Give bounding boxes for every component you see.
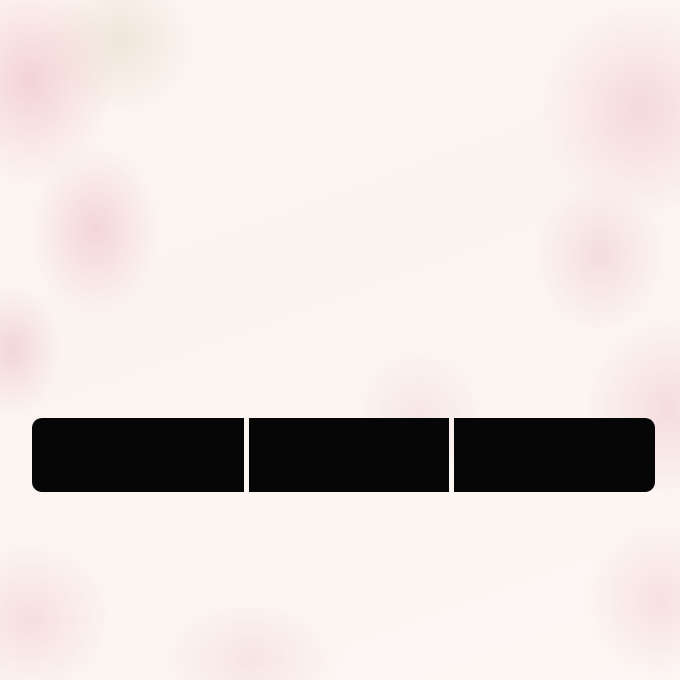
header-type <box>454 418 655 492</box>
comparison-table <box>32 418 655 497</box>
table-header-row <box>32 418 655 492</box>
header-duration <box>32 418 244 492</box>
header-concentration <box>249 418 449 492</box>
